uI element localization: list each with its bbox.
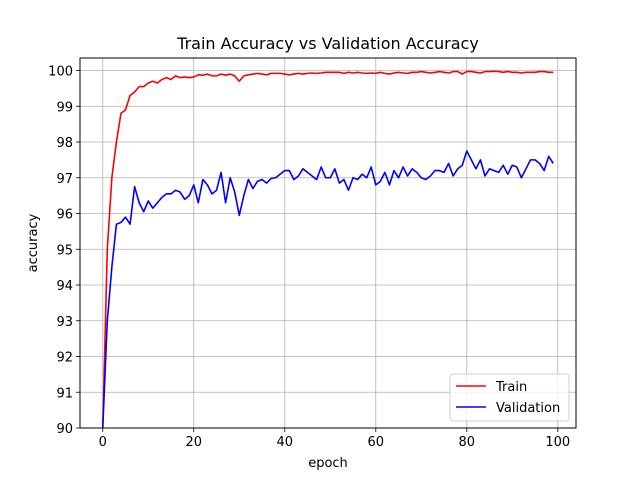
series-line-train <box>101 70 554 428</box>
series-lines <box>101 70 554 428</box>
x-tick-label: 20 <box>185 435 202 450</box>
legend-label-train: Train <box>495 380 527 395</box>
y-tick-label: 92 <box>56 351 73 366</box>
x-tick-label: 0 <box>99 435 107 450</box>
series-line-validation <box>101 150 554 428</box>
y-axis-title: accuracy <box>26 213 41 272</box>
y-tick-label: 90 <box>56 422 73 437</box>
x-axis-title: epoch <box>308 456 348 471</box>
y-tick-label: 99 <box>56 100 73 115</box>
y-tick-label: 98 <box>56 136 73 151</box>
chart-title: Train Accuracy vs Validation Accuracy <box>176 34 479 53</box>
x-tick-label: 100 <box>545 435 570 450</box>
y-tick-label: 96 <box>56 208 73 223</box>
y-tick-label: 95 <box>56 243 73 258</box>
y-tick-label: 94 <box>56 279 73 294</box>
legend-label-validation: Validation <box>496 401 560 416</box>
y-tick-label: 91 <box>56 386 73 401</box>
plot-frame <box>79 57 577 429</box>
x-tick-label: 40 <box>276 435 293 450</box>
legend: Train Validation <box>449 373 570 422</box>
y-tick-label: 93 <box>56 315 73 330</box>
y-tick-label: 97 <box>56 172 73 187</box>
axis-ticks: 0 20 40 60 80 100 90 91 92 93 94 95 96 97 98 99 100 <box>48 65 570 450</box>
x-tick-label: 80 <box>459 435 476 450</box>
y-tick-label: 100 <box>48 65 73 80</box>
x-tick-label: 60 <box>368 435 385 450</box>
